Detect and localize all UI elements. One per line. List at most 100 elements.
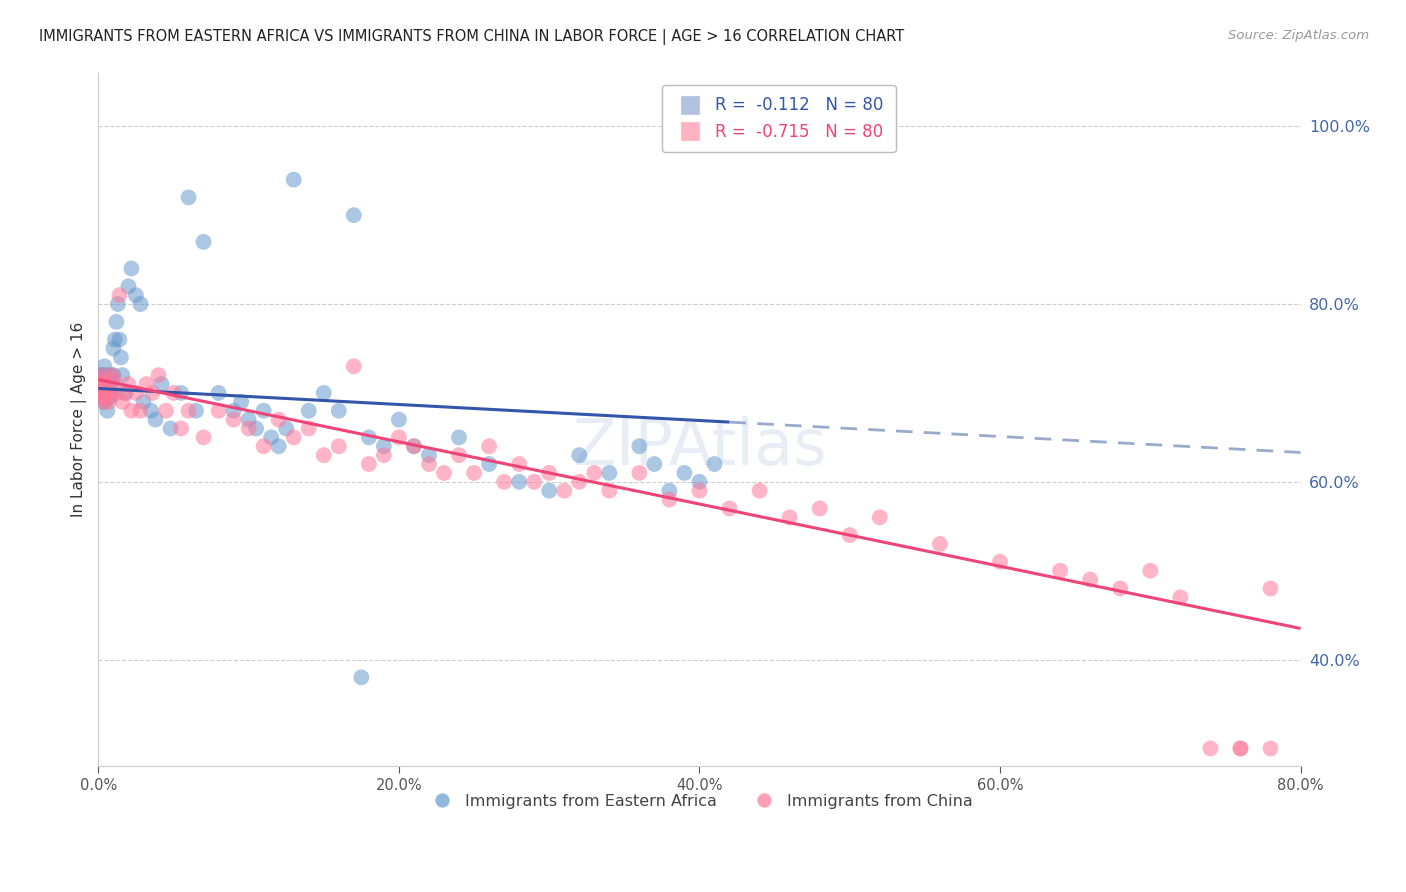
Point [100, 368, 122, 383]
Point [1049, 564, 1071, 578]
Point [108, 333, 131, 347]
Point [312, 448, 335, 462]
Point [129, 297, 152, 311]
Point [779, 510, 801, 524]
Point [90, 368, 112, 383]
Point [148, 368, 170, 383]
Point [193, 430, 215, 444]
Point [103, 368, 125, 383]
Point [94, 390, 117, 404]
Point [748, 483, 770, 498]
Point [103, 342, 125, 356]
Text: ZIPAtlas: ZIPAtlas [572, 417, 827, 478]
Point [108, 288, 131, 302]
Point [508, 475, 530, 489]
Point [110, 351, 132, 365]
Point [103, 373, 125, 387]
Point [93, 394, 115, 409]
Point [283, 430, 305, 444]
Point [90, 390, 112, 404]
Point [350, 670, 373, 684]
Point [388, 430, 411, 444]
Point [94, 377, 117, 392]
Point [598, 483, 620, 498]
Point [93, 359, 115, 374]
Point [155, 403, 177, 417]
Point [177, 190, 200, 204]
Point [447, 448, 470, 462]
Point [1260, 582, 1282, 596]
Point [276, 421, 298, 435]
Point [388, 412, 411, 426]
Point [478, 457, 501, 471]
Point [260, 430, 283, 444]
Text: IMMIGRANTS FROM EASTERN AFRICA VS IMMIGRANTS FROM CHINA IN LABOR FORCE | AGE > 1: IMMIGRANTS FROM EASTERN AFRICA VS IMMIGR… [39, 29, 904, 45]
Point [628, 466, 651, 480]
Point [253, 403, 276, 417]
Point [229, 394, 252, 409]
Point [135, 377, 157, 392]
Point [177, 403, 200, 417]
Point [125, 288, 148, 302]
Point [93, 373, 115, 387]
Point [91, 368, 114, 383]
Point [298, 421, 321, 435]
Point [159, 421, 181, 435]
Point [238, 421, 260, 435]
Point [184, 403, 207, 417]
Point [628, 439, 651, 453]
Point [107, 297, 129, 311]
Point [105, 386, 128, 401]
Point [402, 439, 425, 453]
Point [658, 483, 681, 498]
Point [245, 421, 267, 435]
Point [643, 457, 665, 471]
Point [104, 333, 127, 347]
Point [96, 403, 118, 417]
Point [673, 466, 696, 480]
Point [1199, 741, 1222, 756]
Point [100, 390, 122, 404]
Point [170, 386, 193, 401]
Point [91, 377, 114, 392]
Point [222, 403, 245, 417]
Point [125, 386, 148, 401]
Point [808, 501, 831, 516]
Point [129, 403, 152, 417]
Point [478, 439, 501, 453]
Point [145, 412, 167, 426]
Point [718, 501, 741, 516]
Legend: Immigrants from Eastern Africa, Immigrants from China: Immigrants from Eastern Africa, Immigran… [420, 788, 979, 815]
Point [928, 537, 950, 551]
Point [328, 403, 350, 417]
Point [418, 448, 440, 462]
Point [1109, 582, 1132, 596]
Point [283, 172, 305, 186]
Point [598, 466, 620, 480]
Point [117, 279, 139, 293]
Point [703, 457, 725, 471]
Point [141, 386, 163, 401]
Point [1078, 573, 1101, 587]
Point [193, 235, 215, 249]
Point [89, 377, 111, 392]
Point [1229, 741, 1251, 756]
Point [312, 386, 335, 401]
Point [101, 386, 124, 401]
Point [94, 377, 117, 392]
Point [97, 394, 120, 409]
Point [90, 377, 112, 392]
Point [114, 386, 136, 401]
Point [97, 386, 120, 401]
Point [583, 466, 606, 480]
Point [94, 368, 117, 383]
Point [120, 403, 142, 417]
Y-axis label: In Labor Force | Age > 16: In Labor Force | Age > 16 [72, 322, 87, 517]
Point [553, 483, 575, 498]
Point [139, 403, 162, 417]
Point [89, 373, 111, 387]
Point [538, 483, 561, 498]
Point [93, 382, 115, 396]
Point [207, 403, 229, 417]
Point [93, 382, 115, 396]
